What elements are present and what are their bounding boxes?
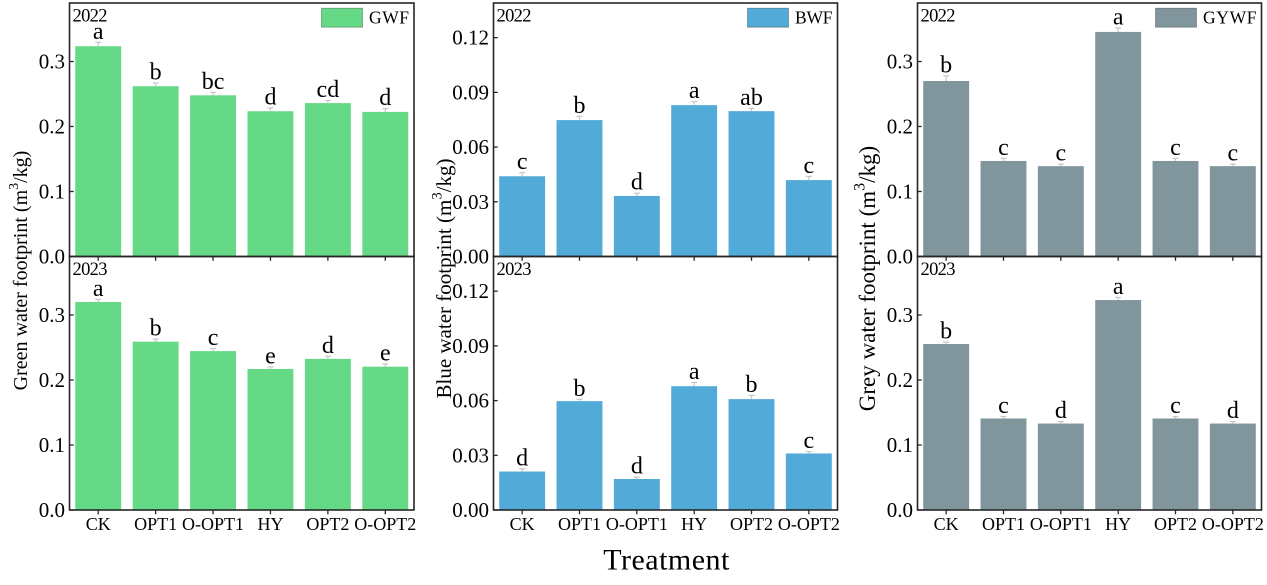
- svg-text:0.1: 0.1: [887, 433, 913, 457]
- svg-text:0.3: 0.3: [887, 50, 913, 74]
- svg-text:c: c: [998, 135, 1009, 161]
- svg-text:0.09: 0.09: [452, 334, 489, 358]
- svg-text:0.12: 0.12: [452, 279, 489, 303]
- svg-text:HY: HY: [257, 514, 283, 534]
- svg-text:OPT2: OPT2: [730, 514, 773, 534]
- svg-text:c: c: [804, 153, 815, 179]
- svg-text:ab: ab: [740, 85, 763, 111]
- svg-text:0.2: 0.2: [39, 115, 65, 139]
- svg-text:c: c: [1056, 141, 1067, 167]
- svg-text:e: e: [380, 341, 391, 367]
- svg-text:c: c: [208, 325, 219, 351]
- svg-text:a: a: [1113, 274, 1124, 300]
- svg-text:O-OPT1: O-OPT1: [606, 514, 668, 534]
- svg-text:b: b: [574, 93, 586, 119]
- svg-text:2023: 2023: [921, 260, 956, 280]
- svg-text:0.06: 0.06: [452, 389, 489, 413]
- svg-text:c: c: [1170, 393, 1181, 419]
- svg-text:b: b: [940, 52, 952, 78]
- svg-text:OPT2: OPT2: [306, 514, 349, 534]
- svg-text:0.00: 0.00: [452, 245, 489, 269]
- svg-text:d: d: [1227, 398, 1239, 424]
- svg-text:2022: 2022: [921, 7, 956, 27]
- svg-text:b: b: [150, 316, 162, 342]
- svg-text:GYWF: GYWF: [1203, 8, 1257, 28]
- svg-text:CK: CK: [86, 514, 111, 534]
- svg-text:0.3: 0.3: [39, 303, 65, 327]
- svg-text:BWF: BWF: [795, 8, 833, 28]
- svg-text:bc: bc: [202, 69, 225, 95]
- svg-text:a: a: [1113, 5, 1124, 31]
- svg-text:HY: HY: [681, 514, 707, 534]
- svg-text:d: d: [264, 84, 276, 110]
- svg-text:b: b: [746, 372, 758, 398]
- svg-text:cd: cd: [317, 77, 340, 103]
- svg-text:e: e: [265, 344, 276, 370]
- svg-text:b: b: [574, 376, 586, 402]
- svg-text:OPT1: OPT1: [982, 514, 1025, 534]
- svg-text:Green water footprint (m3/kg): Green water footprint (m3/kg): [7, 151, 32, 391]
- svg-text:0.2: 0.2: [39, 368, 65, 392]
- svg-text:0.1: 0.1: [39, 433, 65, 457]
- svg-text:OPT2: OPT2: [1154, 514, 1197, 534]
- svg-text:a: a: [93, 276, 104, 302]
- svg-text:O-OPT2: O-OPT2: [1202, 514, 1264, 534]
- svg-text:Treatment: Treatment: [603, 544, 730, 577]
- svg-text:Grey water footprint (m3/kg): Grey water footprint (m3/kg): [852, 146, 880, 411]
- svg-text:OPT1: OPT1: [558, 514, 601, 534]
- svg-text:CK: CK: [934, 514, 959, 534]
- svg-text:0.1: 0.1: [887, 180, 913, 204]
- svg-text:d: d: [631, 454, 643, 480]
- svg-text:0.03: 0.03: [452, 190, 489, 214]
- svg-text:0.3: 0.3: [39, 50, 65, 74]
- svg-text:2022: 2022: [497, 7, 532, 27]
- svg-text:0.2: 0.2: [887, 368, 913, 392]
- svg-text:0.12: 0.12: [452, 26, 489, 50]
- svg-text:O-OPT1: O-OPT1: [182, 514, 244, 534]
- svg-text:d: d: [322, 333, 334, 359]
- svg-text:CK: CK: [510, 514, 535, 534]
- svg-text:O-OPT2: O-OPT2: [354, 514, 416, 534]
- svg-text:0.09: 0.09: [452, 80, 489, 104]
- svg-text:c: c: [998, 393, 1009, 419]
- svg-text:0.2: 0.2: [887, 115, 913, 139]
- svg-text:GWF: GWF: [369, 8, 409, 28]
- svg-text:HY: HY: [1105, 514, 1131, 534]
- svg-text:a: a: [689, 78, 700, 104]
- svg-text:d: d: [1055, 398, 1067, 424]
- svg-text:a: a: [689, 359, 700, 385]
- svg-text:OPT1: OPT1: [134, 514, 177, 534]
- svg-text:b: b: [940, 319, 952, 345]
- svg-text:d: d: [631, 170, 643, 196]
- svg-text:0.00: 0.00: [452, 498, 489, 522]
- svg-text:0.3: 0.3: [887, 303, 913, 327]
- svg-text:c: c: [1228, 141, 1239, 167]
- svg-text:0.0: 0.0: [39, 245, 65, 269]
- svg-text:2023: 2023: [73, 260, 108, 280]
- svg-text:O-OPT1: O-OPT1: [1030, 514, 1092, 534]
- svg-text:0.0: 0.0: [39, 498, 65, 522]
- svg-text:0.0: 0.0: [887, 245, 913, 269]
- svg-text:c: c: [804, 428, 815, 454]
- svg-text:0.06: 0.06: [452, 135, 489, 159]
- svg-text:Blue water footprint (m3/kg): Blue water footprint (m3/kg): [430, 158, 457, 398]
- svg-text:0.1: 0.1: [39, 180, 65, 204]
- svg-text:2022: 2022: [73, 7, 108, 27]
- svg-text:O-OPT2: O-OPT2: [778, 514, 840, 534]
- svg-text:a: a: [93, 19, 104, 45]
- svg-text:2023: 2023: [497, 260, 532, 280]
- svg-text:c: c: [517, 149, 528, 175]
- svg-text:b: b: [150, 59, 162, 85]
- svg-text:d: d: [516, 445, 528, 471]
- svg-text:c: c: [1170, 135, 1181, 161]
- svg-text:0.0: 0.0: [887, 498, 913, 522]
- svg-text:0.03: 0.03: [452, 443, 489, 467]
- svg-text:d: d: [379, 85, 391, 111]
